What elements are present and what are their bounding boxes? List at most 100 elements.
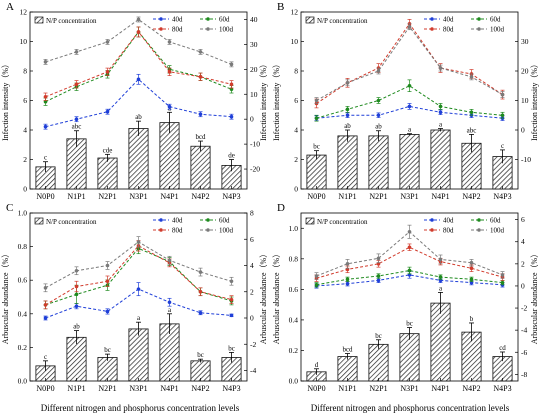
series-legend-marker xyxy=(159,17,163,21)
right-tick-label: -2 xyxy=(250,340,256,349)
right-tick-label: -6 xyxy=(521,348,527,357)
series-point-40d xyxy=(136,77,141,82)
panel-label: B xyxy=(277,1,284,13)
bar-significance-label: b xyxy=(470,315,474,323)
x-category-label: N1P1 xyxy=(338,384,356,393)
x-category-label: N4P3 xyxy=(493,192,511,201)
x-category-label: N4P3 xyxy=(222,192,240,201)
left-axis-title: Arbuscular abundance（%） xyxy=(272,250,281,344)
series-legend-label: 60d xyxy=(219,16,230,24)
right-tick-label: 20 xyxy=(521,67,529,76)
panel-label: C xyxy=(6,202,13,214)
right-tick-label: -4 xyxy=(250,366,256,375)
left-tick-label: 2 xyxy=(23,155,27,164)
series-legend-label: 40d xyxy=(443,16,454,24)
left-tick-label: 0 xyxy=(23,185,27,194)
bar-significance-label: cde xyxy=(103,146,113,154)
x-category-label: N1P1 xyxy=(338,192,356,201)
series-point-60d xyxy=(376,274,381,278)
bar-significance-label: bc xyxy=(228,344,235,352)
left-tick-label: 0.0 xyxy=(18,377,28,386)
series-point-100d xyxy=(167,258,172,263)
x-category-label: N0P0 xyxy=(307,192,325,201)
bar xyxy=(190,145,211,190)
left-tick-label: 0.0 xyxy=(289,377,299,386)
bar-legend-swatch xyxy=(305,217,315,225)
series-point-60d xyxy=(345,107,350,112)
x-category-label: N4P1 xyxy=(160,384,178,393)
bar-significance-label: ab xyxy=(375,123,382,131)
right-tick-label: -4 xyxy=(521,326,527,335)
series-point-60d xyxy=(469,110,474,115)
series-point-100d xyxy=(407,24,412,29)
series-point-100d xyxy=(376,256,381,261)
series-point-40d xyxy=(43,316,48,320)
series-legend-label: 80d xyxy=(443,227,454,235)
x-category-label: N3P1 xyxy=(400,192,418,201)
series-legend-marker xyxy=(477,17,481,21)
series-legend-label: 40d xyxy=(172,16,183,24)
bar-significance-label: a xyxy=(439,284,443,292)
left-tick-label: 0.8 xyxy=(289,254,299,263)
bar-legend-swatch xyxy=(34,16,44,24)
bar-significance-label: bc xyxy=(313,143,320,151)
bar-significance-label: cd xyxy=(499,344,506,352)
x-category-label: N0P0 xyxy=(307,384,325,393)
series-point-60d xyxy=(438,275,443,279)
series-legend-label: 80d xyxy=(172,227,183,235)
series-point-40d xyxy=(376,278,381,283)
bar xyxy=(97,157,118,190)
bar xyxy=(337,135,358,190)
series-point-100d xyxy=(198,270,203,274)
series-point-100d xyxy=(167,40,172,44)
right-axis-title: Arbuscular abundance（%） xyxy=(259,250,268,344)
series-point-100d xyxy=(500,92,505,97)
series-legend-label: 80d xyxy=(172,26,183,34)
x-category-label: N4P3 xyxy=(222,384,240,393)
bar-significance-label: d xyxy=(315,361,319,369)
series-point-80d xyxy=(105,70,110,74)
bar xyxy=(399,333,420,382)
bar xyxy=(97,357,118,382)
series-legend-marker xyxy=(430,218,434,222)
left-axis-title: Arbuscular abundance（%） xyxy=(1,250,10,344)
x-category-label: N3P1 xyxy=(129,384,147,393)
bar-significance-label: abc xyxy=(72,123,82,131)
series-point-40d xyxy=(376,113,381,118)
series-legend-label: 40d xyxy=(172,217,183,225)
x-category-label: N4P2 xyxy=(191,384,209,393)
panel-c: C 0.0 0.2 0.4 0.6 0.8 1.0 -4 -2 0 2 4 6 8 Arbuscular a… xyxy=(1,202,268,393)
series-legend-marker xyxy=(477,218,481,222)
series-point-40d xyxy=(167,300,172,305)
x-category-label: N4P2 xyxy=(191,192,209,201)
series-point-80d xyxy=(74,284,79,289)
series-point-60d xyxy=(74,292,79,297)
panel-b: B 0 2 4 6 8 10 12 -10 0 10 20 30 Infection intensity（… xyxy=(272,1,539,201)
right-tick-label: 6 xyxy=(250,235,254,244)
series-point-40d xyxy=(105,309,110,314)
bar-significance-label: bc xyxy=(406,320,413,328)
series-line-60d xyxy=(45,247,232,306)
series-point-60d xyxy=(500,280,505,285)
right-tick-label: 10 xyxy=(250,90,258,99)
series-point-60d xyxy=(314,116,319,120)
series-point-100d xyxy=(136,240,141,244)
bar-legend: N/P concentration xyxy=(34,16,97,25)
series-legend-label: 100d xyxy=(490,26,505,34)
x-category-label: N2P1 xyxy=(98,192,116,201)
x-axis-label-right: Different nitrogen and phosphorus concen… xyxy=(311,403,510,413)
left-tick-label: 8 xyxy=(23,67,27,76)
bar-significance-label: bc xyxy=(197,351,204,359)
right-tick-label: -8 xyxy=(521,370,527,379)
series-point-100d xyxy=(105,40,110,44)
bar xyxy=(430,302,451,382)
series-point-40d xyxy=(43,124,48,129)
bar-significance-label: bcd xyxy=(195,133,206,141)
series-point-40d xyxy=(198,112,203,117)
series-point-40d xyxy=(438,110,443,115)
right-tick-label: -20 xyxy=(250,165,260,174)
right-tick-label: 2 xyxy=(521,259,525,268)
series-legend-label: 100d xyxy=(490,227,505,235)
x-category-label: N3P1 xyxy=(129,192,147,201)
left-tick-label: 2 xyxy=(294,155,298,164)
